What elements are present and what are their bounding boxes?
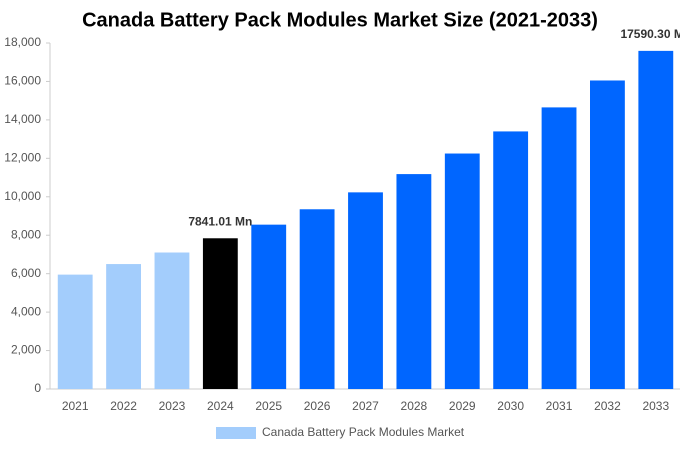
bar — [396, 174, 432, 389]
x-tick-label: 2032 — [594, 399, 621, 413]
x-tick-label: 2021 — [62, 399, 89, 413]
legend-label: Canada Battery Pack Modules Market — [262, 425, 465, 439]
x-tick-label: 2025 — [255, 399, 282, 413]
y-tick-label: 0 — [34, 381, 41, 395]
x-tick-label: 2029 — [449, 399, 476, 413]
chart-title: Canada Battery Pack Modules Market Size … — [82, 9, 598, 31]
x-tick-label: 2030 — [497, 399, 524, 413]
x-tick-label: 2027 — [352, 399, 379, 413]
bar — [106, 264, 141, 389]
x-tick-label: 2024 — [207, 399, 234, 413]
x-tick-label: 2031 — [546, 399, 573, 413]
bar — [154, 252, 190, 389]
bar — [57, 274, 93, 389]
data-label: 17590.30 Mn — [620, 27, 680, 41]
bar — [590, 80, 625, 389]
y-tick-label: 6,000 — [11, 266, 41, 280]
bar — [541, 107, 577, 390]
bar — [348, 192, 383, 389]
x-tick-label: 2026 — [304, 399, 331, 413]
y-tick-label: 8,000 — [11, 227, 41, 241]
data-label: 7841.01 Mn — [188, 214, 252, 228]
x-tick-label: 2023 — [159, 399, 186, 413]
y-tick-label: 12,000 — [4, 151, 41, 165]
y-tick-label: 18,000 — [4, 35, 41, 49]
bar — [638, 50, 674, 390]
y-tick-label: 4,000 — [11, 304, 41, 318]
legend-swatch — [216, 427, 256, 439]
bar — [444, 153, 480, 389]
x-tick-label: 2028 — [401, 399, 428, 413]
x-tick-label: 2033 — [642, 399, 669, 413]
bar — [493, 131, 529, 389]
bar — [299, 209, 335, 389]
x-tick-label: 2022 — [110, 399, 137, 413]
y-tick-label: 14,000 — [4, 112, 41, 126]
y-tick-label: 2,000 — [11, 343, 41, 357]
bar — [202, 238, 238, 389]
bar — [251, 224, 287, 389]
y-tick-label: 16,000 — [4, 74, 41, 88]
y-tick-label: 10,000 — [4, 189, 41, 203]
